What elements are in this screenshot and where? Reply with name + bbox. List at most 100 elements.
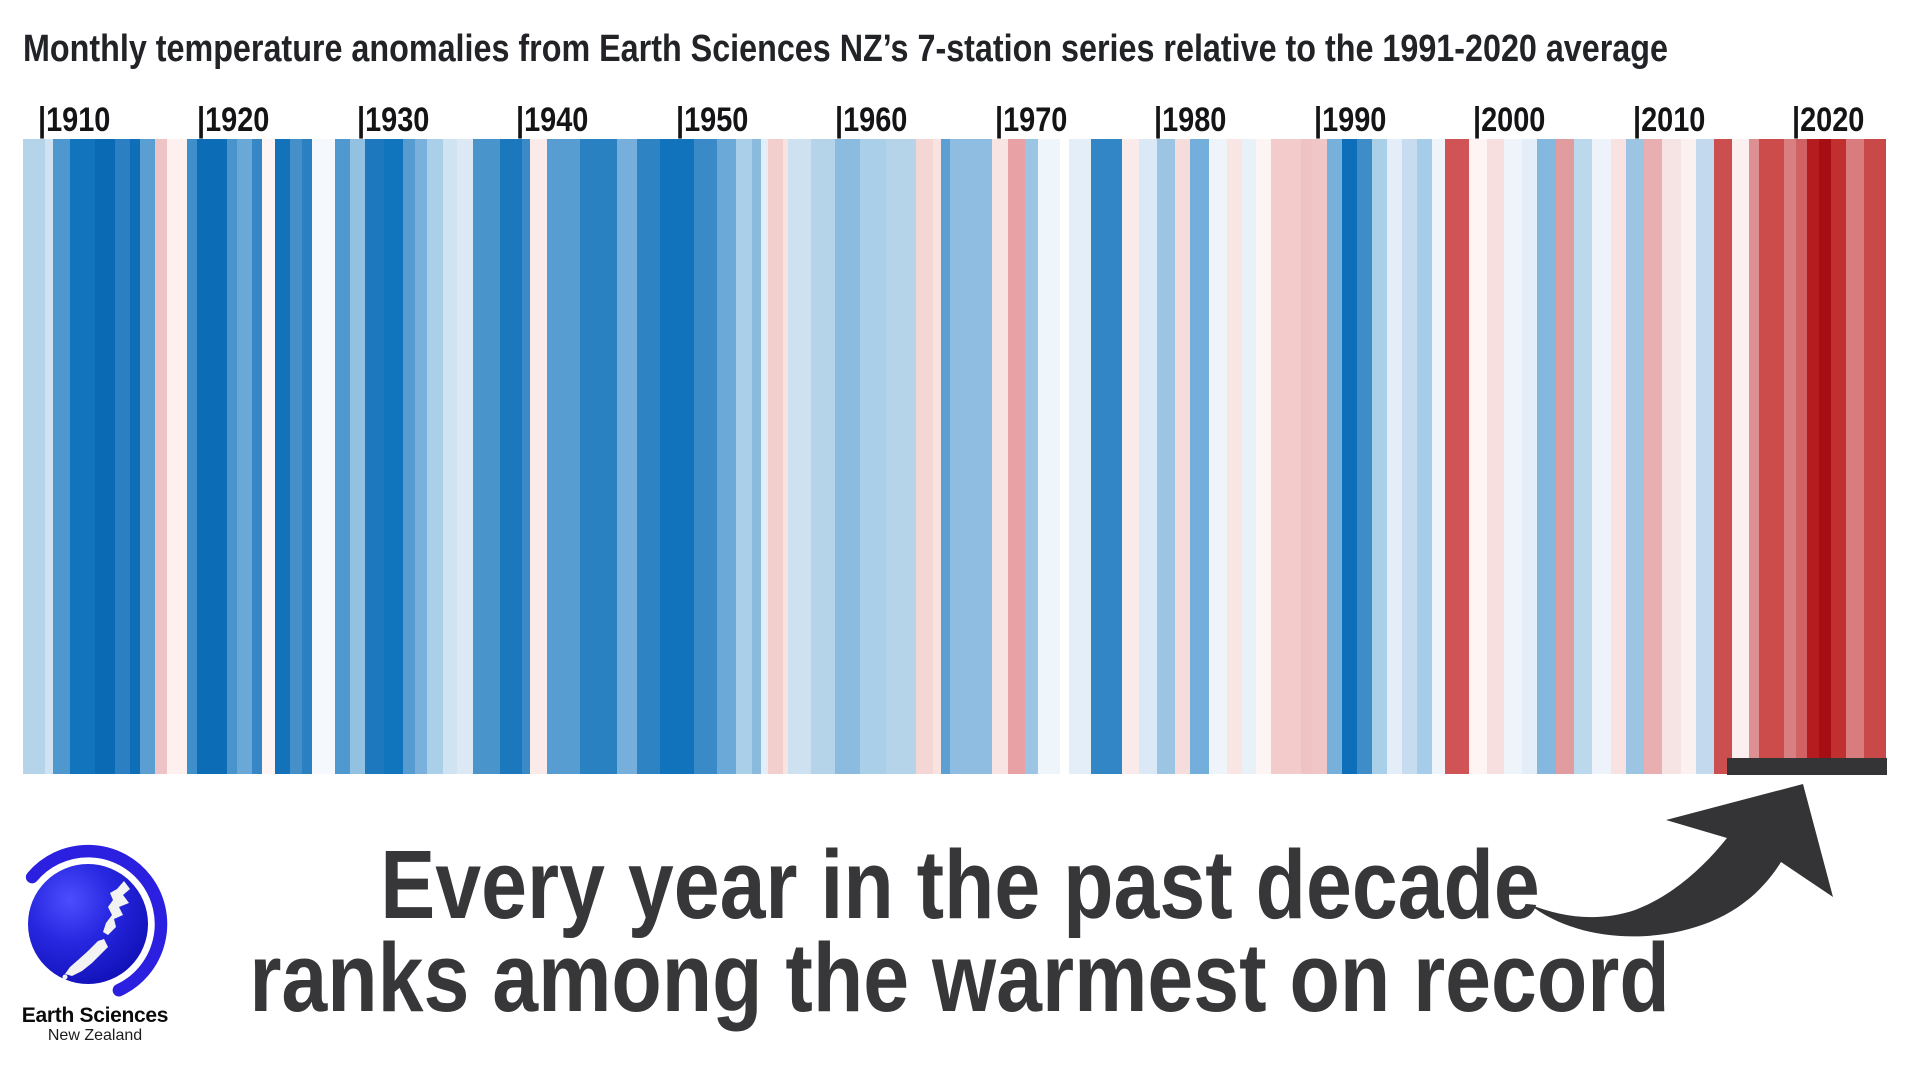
temperature-stripe (1007, 139, 1025, 774)
temperature-stripe (1189, 139, 1210, 774)
temperature-stripe (616, 139, 637, 774)
temperature-stripe (383, 139, 403, 774)
chart-title-text: Monthly temperature anomalies from Earth… (23, 28, 1668, 70)
temperature-stripe (787, 139, 811, 774)
temperature-stripe (251, 139, 262, 774)
temperature-stripe (1796, 139, 1808, 774)
temperature-stripe (1174, 139, 1190, 774)
temperature-stripe (1714, 139, 1733, 774)
temperature-stripe (1271, 139, 1302, 774)
globe-swoosh-arc (25, 844, 168, 997)
decade-tick-label: |2020 (1792, 101, 1865, 139)
temperature-stripe (940, 139, 950, 774)
annotation-line-1: Every year in the past decade (380, 830, 1540, 939)
temperature-stripe (1574, 139, 1593, 774)
temperature-stripe (1732, 139, 1750, 774)
temperature-stripe (915, 139, 933, 774)
decade-tick-label: |1960 (835, 101, 908, 139)
chart-title: Monthly temperature anomalies from Earth… (23, 28, 1920, 71)
temperature-stripe (166, 139, 187, 774)
logo-org-name: Earth Sciences (21, 1004, 169, 1027)
decade-tick-label: |1920 (197, 101, 270, 139)
temperature-stripe (1611, 139, 1627, 774)
temperature-stripe (1342, 139, 1358, 774)
temperature-stripe (1122, 139, 1140, 774)
temperature-stripe (1469, 139, 1488, 774)
temperature-stripe (659, 139, 694, 774)
temperature-stripe (289, 139, 302, 774)
temperature-stripe (1301, 139, 1313, 774)
decade-tick-label: |1950 (675, 101, 749, 139)
temperature-stripe (767, 139, 783, 774)
temperature-stripe (1626, 139, 1645, 774)
temperature-stripe (1696, 139, 1715, 774)
decade-tick-1950: |1950 (676, 102, 761, 138)
temperature-stripe (1819, 139, 1832, 774)
temperature-stripe (693, 139, 717, 774)
temperature-stripe (992, 139, 1008, 774)
temperature-stripe (1417, 139, 1433, 774)
stripes-band (23, 139, 1887, 774)
nz-south-island-map (65, 939, 108, 976)
decade-tick-1960: |1960 (835, 102, 920, 138)
decade-tick-1930: |1930 (357, 102, 442, 138)
temperature-stripe (1037, 139, 1060, 774)
temperature-stripe (1846, 139, 1865, 774)
temperature-stripe (94, 139, 115, 774)
decade-tick-1990: |1990 (1314, 102, 1399, 138)
temperature-stripe (1759, 139, 1785, 774)
temperature-stripe (1592, 139, 1612, 774)
temperature-stripe (1209, 139, 1228, 774)
temperature-stripe (1139, 139, 1157, 774)
decade-tick-label: |1990 (1313, 101, 1387, 139)
temperature-stripe (426, 139, 443, 774)
temperature-stripe (1312, 139, 1328, 774)
temperature-stripe (364, 139, 384, 774)
temperature-stripe (521, 139, 530, 774)
decade-tick-label: |1930 (356, 101, 430, 139)
temperature-stripe (1059, 139, 1070, 774)
temperature-stripe (1784, 139, 1797, 774)
temperature-stripe (782, 139, 788, 774)
temperature-stripe (751, 139, 761, 774)
decade-tick-1970: |1970 (995, 102, 1080, 138)
temperature-stripe (196, 139, 227, 774)
temperature-stripe (274, 139, 290, 774)
temperature-stripe (456, 139, 473, 774)
temperature-stripe (636, 139, 660, 774)
temperature-stripe (579, 139, 617, 774)
temperature-stripe (716, 139, 736, 774)
nz-north-island-map (103, 881, 130, 935)
temperature-stripe (23, 139, 45, 774)
temperature-stripe (45, 139, 53, 774)
decade-tick-1940: |1940 (516, 102, 601, 138)
nz-stewart-island-map (62, 974, 68, 980)
temperature-stripe (1681, 139, 1697, 774)
temperature-stripe (1256, 139, 1272, 774)
decade-tick-label: |2010 (1632, 101, 1706, 139)
decade-tick-2000: |2000 (1473, 102, 1558, 138)
temperature-stripe (1522, 139, 1538, 774)
temperature-stripe (1091, 139, 1123, 774)
temperature-stripe (1156, 139, 1175, 774)
logo-org-subname: New Zealand (47, 1027, 143, 1044)
temperature-stripe (1749, 139, 1760, 774)
decade-tick-label: |1910 (37, 101, 111, 139)
decade-axis: |1910 |1920 |1930 |1940 |1950 |1960 |1970 |1980… (23, 98, 1887, 138)
temperature-stripe (52, 139, 71, 774)
temperature-stripe (442, 139, 457, 774)
temperature-stripe (129, 139, 140, 774)
temperature-stripe (1831, 139, 1847, 774)
temperature-stripe (1327, 139, 1343, 774)
temperature-stripe (1024, 139, 1038, 774)
temperature-stripe (311, 139, 335, 774)
earth-sciences-logo: Earth Sciences New Zealand (15, 843, 185, 1045)
temperature-stripe (735, 139, 752, 774)
temperature-stripe (301, 139, 312, 774)
temperature-stripe (154, 139, 167, 774)
temperature-stripe (1227, 139, 1242, 774)
temperature-stripe (236, 139, 252, 774)
annotation-line-2: ranks among the warmest on record (249, 923, 1671, 1032)
temperature-stripe (1537, 139, 1557, 774)
decade-tick-1980: |1980 (1154, 102, 1239, 138)
